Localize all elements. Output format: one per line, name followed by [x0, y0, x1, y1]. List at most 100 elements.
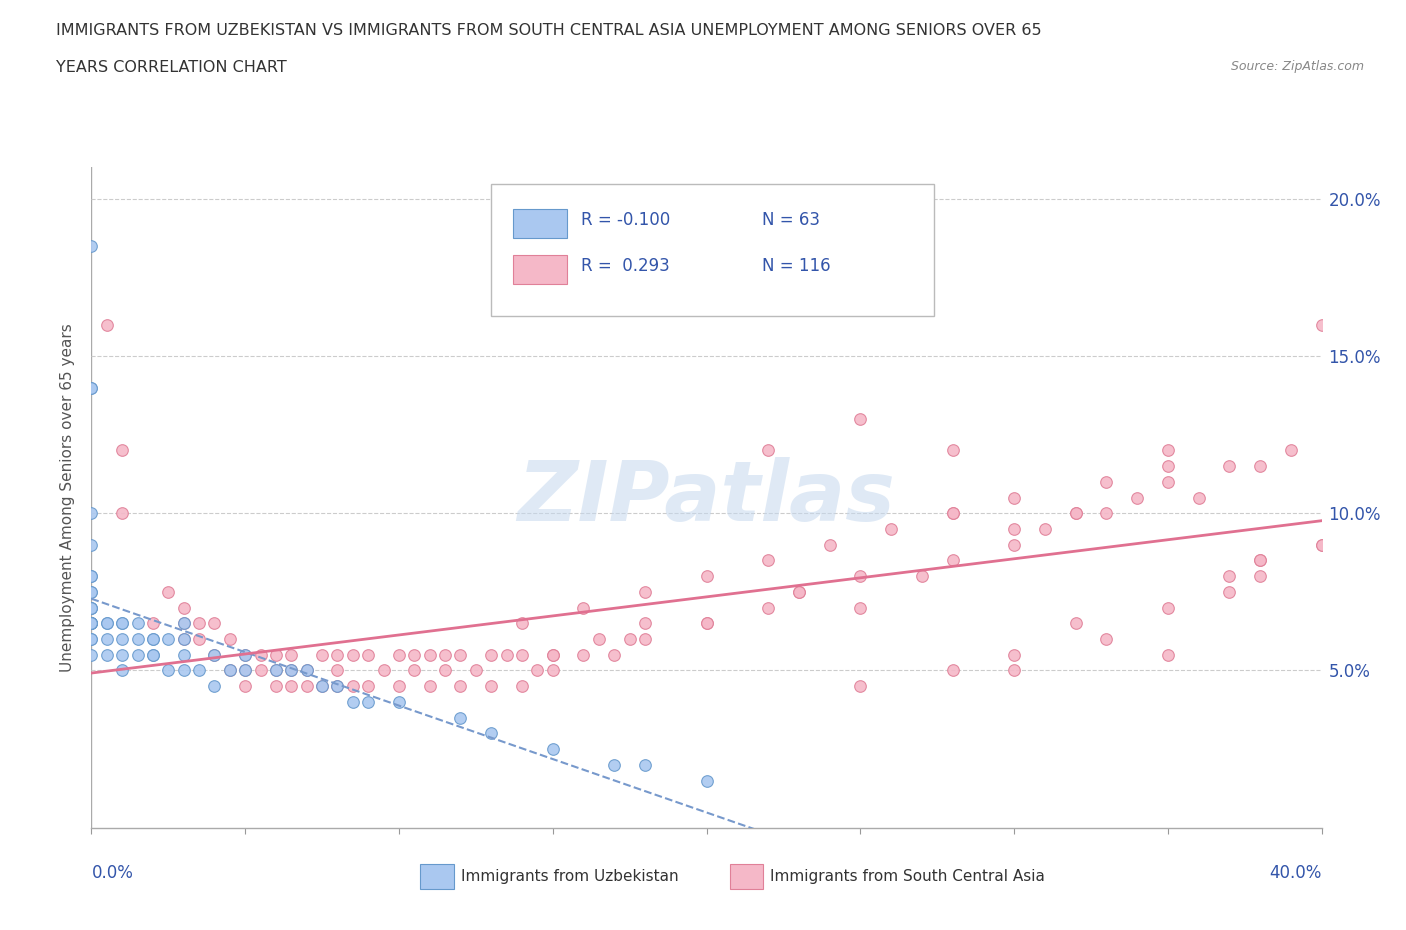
- Point: [218, 663, 240, 678]
- Point: [173, 631, 195, 646]
- Point: [388, 679, 411, 694]
- Point: [311, 679, 333, 694]
- Point: [434, 663, 457, 678]
- Point: [818, 538, 841, 552]
- Point: [634, 631, 657, 646]
- Point: [1310, 538, 1333, 552]
- Point: [880, 522, 903, 537]
- Point: [111, 647, 134, 662]
- Point: [510, 647, 533, 662]
- Point: [80, 569, 103, 584]
- Point: [449, 679, 471, 694]
- Point: [264, 663, 287, 678]
- Point: [218, 663, 240, 678]
- Point: [541, 647, 564, 662]
- Point: [787, 584, 810, 599]
- Point: [96, 616, 118, 631]
- Point: [449, 711, 471, 725]
- Point: [357, 679, 380, 694]
- Point: [96, 647, 118, 662]
- Point: [111, 443, 134, 458]
- Point: [142, 631, 165, 646]
- Point: [173, 616, 195, 631]
- Point: [1157, 600, 1180, 615]
- Point: [756, 553, 779, 568]
- Point: [942, 553, 965, 568]
- Point: [280, 679, 302, 694]
- Point: [1002, 647, 1025, 662]
- Point: [127, 647, 149, 662]
- Point: [1187, 490, 1209, 505]
- Point: [510, 679, 533, 694]
- Point: [157, 584, 180, 599]
- Point: [1157, 474, 1180, 489]
- Point: [588, 631, 610, 646]
- Point: [326, 679, 349, 694]
- Point: [295, 679, 318, 694]
- Point: [311, 679, 333, 694]
- Point: [233, 647, 256, 662]
- Point: [942, 443, 965, 458]
- Point: [419, 679, 441, 694]
- Point: [1218, 458, 1240, 473]
- Point: [295, 663, 318, 678]
- Point: [127, 631, 149, 646]
- Point: [942, 506, 965, 521]
- Point: [464, 663, 486, 678]
- FancyBboxPatch shape: [513, 209, 568, 238]
- Point: [1157, 647, 1180, 662]
- Point: [849, 411, 872, 426]
- Point: [264, 679, 287, 694]
- Point: [1279, 443, 1302, 458]
- Point: [218, 631, 240, 646]
- Point: [603, 647, 626, 662]
- Text: Source: ZipAtlas.com: Source: ZipAtlas.com: [1230, 60, 1364, 73]
- Point: [188, 631, 211, 646]
- Point: [603, 757, 626, 772]
- Point: [111, 663, 134, 678]
- Point: [111, 616, 134, 631]
- Point: [479, 647, 502, 662]
- Point: [1002, 490, 1025, 505]
- Text: Immigrants from South Central Asia: Immigrants from South Central Asia: [770, 869, 1046, 884]
- Point: [173, 663, 195, 678]
- Point: [526, 663, 548, 678]
- Point: [696, 569, 718, 584]
- Point: [357, 647, 380, 662]
- Text: R = -0.100: R = -0.100: [581, 211, 671, 229]
- Point: [233, 679, 256, 694]
- Point: [572, 647, 595, 662]
- Point: [111, 631, 134, 646]
- Text: Immigrants from Uzbekistan: Immigrants from Uzbekistan: [461, 869, 679, 884]
- Point: [1218, 584, 1240, 599]
- Point: [264, 647, 287, 662]
- Text: 0.0%: 0.0%: [91, 864, 134, 882]
- Point: [173, 600, 195, 615]
- Point: [173, 631, 195, 646]
- Point: [80, 631, 103, 646]
- Text: R =  0.293: R = 0.293: [581, 258, 669, 275]
- Text: ZIPatlas: ZIPatlas: [517, 457, 896, 538]
- Point: [142, 616, 165, 631]
- Point: [80, 600, 103, 615]
- Point: [449, 647, 471, 662]
- Point: [326, 663, 349, 678]
- Point: [80, 616, 103, 631]
- Point: [696, 616, 718, 631]
- Point: [280, 663, 302, 678]
- Point: [787, 584, 810, 599]
- Point: [233, 663, 256, 678]
- Point: [1095, 631, 1118, 646]
- Point: [249, 647, 271, 662]
- Point: [280, 663, 302, 678]
- Point: [80, 380, 103, 395]
- Point: [80, 239, 103, 254]
- Point: [326, 679, 349, 694]
- Point: [1249, 569, 1271, 584]
- Point: [434, 647, 457, 662]
- Point: [96, 616, 118, 631]
- Point: [202, 679, 225, 694]
- Point: [80, 600, 103, 615]
- Point: [479, 679, 502, 694]
- Text: N = 63: N = 63: [762, 211, 820, 229]
